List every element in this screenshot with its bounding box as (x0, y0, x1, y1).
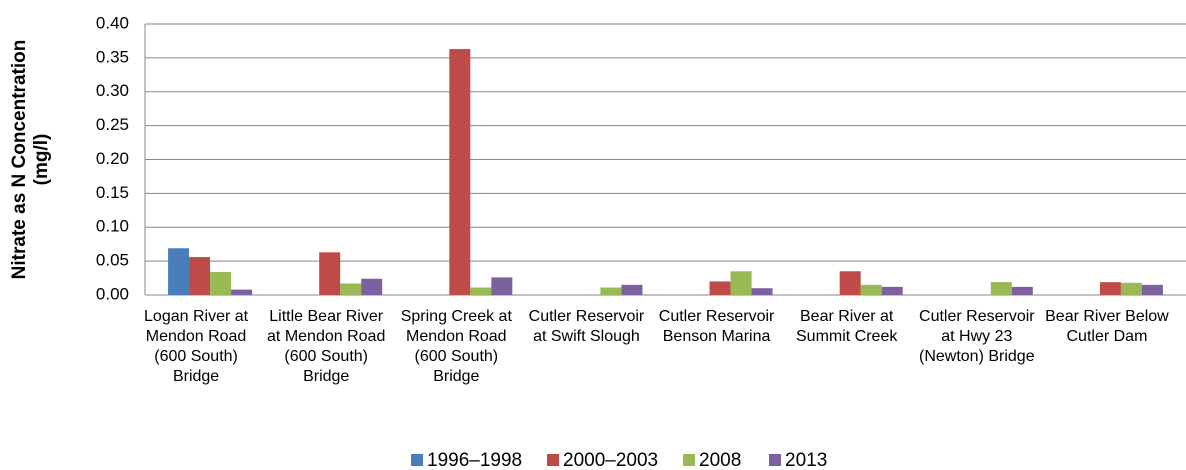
y-tick-label: 0.00 (96, 284, 129, 303)
bar (881, 286, 903, 295)
y-tick-label: 0.40 (96, 13, 129, 32)
legend-label: 2013 (785, 450, 827, 470)
bar (449, 49, 471, 295)
x-tick-label: Little Bear River at Mendon Road (600 So… (267, 308, 386, 385)
legend-swatch (411, 454, 423, 466)
bar (860, 284, 882, 295)
legend-label: 2000–2003 (563, 450, 658, 470)
legend-swatch (683, 454, 695, 466)
y-tick-label: 0.10 (96, 217, 129, 236)
bar (491, 277, 513, 295)
bar (709, 281, 731, 295)
bar (210, 271, 232, 295)
bar (839, 271, 861, 295)
bar (751, 288, 773, 295)
bar (990, 282, 1012, 295)
y-tick-label: 0.25 (96, 115, 129, 134)
x-tick-label: Logan River at Mendon Road (600 South) B… (144, 308, 249, 385)
bar (621, 284, 643, 295)
legend-swatch (547, 454, 559, 466)
y-axis-title-line: (mg/l) (31, 134, 52, 186)
bar (1099, 282, 1121, 295)
y-tick-label: 0.30 (96, 81, 129, 100)
x-tick-label: Bear River Below Cutler Dam (1045, 308, 1169, 345)
legend-label: 1996–1998 (427, 450, 522, 470)
bar (231, 289, 253, 295)
legend-label: 2008 (699, 450, 741, 470)
x-tick-label: Spring Creek at Mendon Road (600 South) … (400, 308, 512, 385)
y-tick-label: 0.05 (96, 251, 129, 270)
bar (1011, 286, 1033, 295)
bar (1120, 282, 1142, 295)
y-axis-title-line: Nitrate as N Concentration (9, 40, 30, 280)
bar (168, 248, 190, 295)
bar (361, 278, 383, 295)
bar (730, 271, 752, 295)
bar (600, 287, 622, 295)
bar (340, 283, 362, 295)
bar (1141, 284, 1163, 295)
bar (470, 287, 492, 295)
bar (189, 257, 211, 295)
bar (319, 252, 341, 295)
x-tick-label: Bear River at Summit Creek (796, 308, 898, 345)
y-tick-label: 0.35 (96, 47, 129, 66)
legend-swatch (769, 454, 781, 466)
y-tick-label: 0.20 (96, 149, 129, 168)
y-tick-label: 0.15 (96, 183, 129, 202)
y-axis-title: Nitrate as N Concentration(mg/l) (9, 40, 52, 280)
x-tick-label: Cutler Reservoir at Hwy 23 (Newton) Brid… (919, 308, 1035, 365)
x-tick-label: Cutler Reservoir Benson Marina (658, 308, 775, 345)
x-tick-label: Cutler Reservoir at Swift Slough (528, 308, 645, 345)
